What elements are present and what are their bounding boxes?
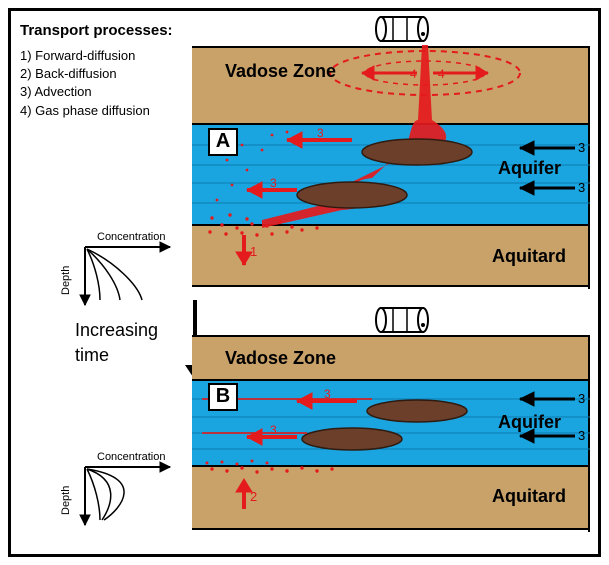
adv-a-2: 3: [270, 176, 277, 190]
back-num: 2: [250, 489, 257, 504]
blk-a-2: 3: [578, 180, 585, 195]
gas-num-r: 4: [438, 67, 445, 81]
aquifer-label-b: Aquifer: [498, 412, 561, 433]
blk-b-2: 3: [578, 428, 585, 443]
vadose-label-a: Vadose Zone: [225, 61, 336, 82]
vadose-label-b: Vadose Zone: [225, 348, 336, 369]
conc-label-b: Concentration: [97, 451, 166, 463]
blk-a-1: 3: [578, 140, 585, 155]
depth-label-b: Depth: [60, 486, 72, 515]
blk-b-1: 3: [578, 391, 585, 406]
aquitard-label-b: Aquitard: [492, 486, 566, 507]
adv-b-1: 3: [324, 387, 331, 401]
fwd-num: 1: [250, 244, 257, 259]
barrel-b: [375, 303, 430, 339]
panel-badge-a: A: [208, 128, 238, 156]
adv-b-2: 3: [270, 423, 277, 437]
graph-b: [0, 0, 200, 560]
panel-badge-b: B: [208, 383, 238, 411]
aquitard-label-a: Aquitard: [492, 246, 566, 267]
adv-a-1: 3: [317, 126, 324, 140]
aquifer-label-a: Aquifer: [498, 158, 561, 179]
gas-num-l: 4: [410, 67, 417, 81]
